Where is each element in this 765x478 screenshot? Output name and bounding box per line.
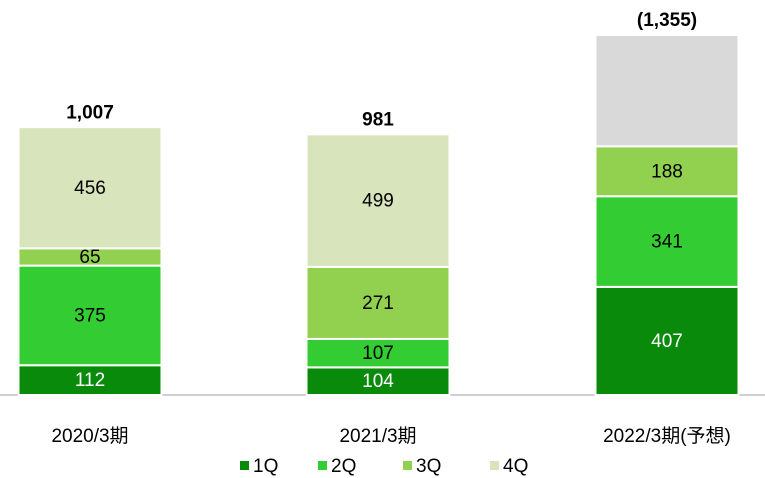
data-label: 456 [74, 178, 106, 199]
total-label: (1,355) [637, 10, 697, 31]
legend-swatch [490, 461, 499, 470]
data-label: 341 [651, 232, 683, 253]
bar-segment [305, 366, 451, 397]
legend-label: 1Q [253, 456, 278, 477]
bar-segment [594, 33, 740, 148]
bar-segment [17, 364, 163, 396]
legend-label: 4Q [503, 456, 528, 477]
bar-segment [305, 337, 451, 369]
total-label: 981 [362, 109, 394, 130]
bar-segment [305, 265, 451, 340]
data-label: 104 [362, 371, 394, 392]
data-label: 271 [362, 293, 394, 314]
legend-swatch [318, 461, 327, 470]
total-label: 1,007 [66, 102, 114, 123]
data-label: 65 [79, 247, 100, 268]
data-label: 407 [651, 331, 683, 352]
bar-segment [594, 195, 740, 288]
legend-label: 3Q [416, 456, 441, 477]
x-tick-label: 2020/3期 [51, 425, 128, 447]
data-label: 107 [362, 343, 394, 364]
legend-swatch [240, 461, 249, 470]
data-label: 375 [74, 305, 106, 326]
x-tick-label: 2022/3期(予想) [603, 425, 731, 447]
data-label: 112 [75, 370, 105, 391]
bar-segment [17, 264, 163, 367]
legend-swatch [403, 461, 412, 470]
legend-label: 2Q [331, 456, 356, 477]
data-label: 188 [651, 161, 683, 182]
bar-segment [305, 133, 451, 268]
data-label: 499 [362, 191, 394, 212]
bar-segment [17, 126, 163, 250]
bar-segment [594, 285, 740, 396]
x-tick-label: 2021/3期 [339, 425, 416, 447]
